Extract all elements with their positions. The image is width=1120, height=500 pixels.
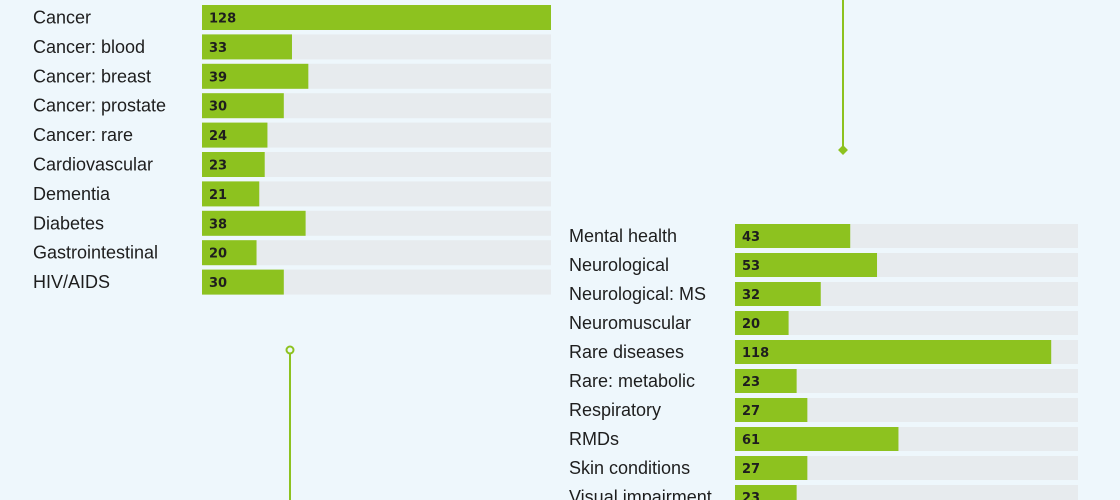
value-label: 23 xyxy=(742,375,760,390)
value-label: 53 xyxy=(742,259,760,274)
category-label: Neurological xyxy=(569,255,669,275)
category-label: Cancer: blood xyxy=(33,37,145,57)
bar-row-cancer: Cancer 128 xyxy=(33,5,551,30)
connectors xyxy=(285,0,848,500)
category-label: Dementia xyxy=(33,184,111,204)
bar-row-neurological: Neurological 53 xyxy=(569,253,1078,277)
bar-row-neurological-ms: Neurological: MS 32 xyxy=(569,282,1078,306)
bar xyxy=(202,122,268,148)
category-label: Skin conditions xyxy=(569,458,690,478)
value-label: 23 xyxy=(209,159,227,174)
category-label: HIV/AIDS xyxy=(33,272,110,292)
value-label: 43 xyxy=(742,230,760,245)
bar-chart-left: Cancer 128 Cancer: blood 33 Cancer: breast 39… xyxy=(33,5,551,295)
bar xyxy=(202,181,260,207)
category-label: Visual impairment xyxy=(569,487,712,500)
bar xyxy=(202,63,309,89)
value-label: 38 xyxy=(209,217,227,232)
value-label: 32 xyxy=(742,288,760,303)
bar xyxy=(202,269,284,295)
bar-row-gastrointestinal: Gastrointestinal 20 xyxy=(33,240,551,266)
bar-track xyxy=(735,485,1078,500)
bar xyxy=(735,427,899,451)
category-label: Rare: metabolic xyxy=(569,371,695,391)
bar xyxy=(202,152,265,177)
bar-row-hiv-aids: HIV/AIDS 30 xyxy=(33,269,551,295)
category-label: Gastrointestinal xyxy=(33,243,158,263)
bar xyxy=(735,398,808,422)
value-label: 30 xyxy=(209,276,227,291)
bar-row-visual-impairment: Visual impairment 23 xyxy=(569,485,1078,500)
category-label: Neuromuscular xyxy=(569,313,691,333)
value-label: 30 xyxy=(209,100,227,115)
bar-row-skin-conditions: Skin conditions 27 xyxy=(569,456,1078,480)
value-label: 27 xyxy=(742,404,760,419)
category-label: Cancer: breast xyxy=(33,66,151,86)
value-label: 23 xyxy=(742,491,760,500)
bar-row-mental-health: Mental health 43 xyxy=(569,224,1078,248)
value-label: 20 xyxy=(209,247,227,262)
category-label: Rare diseases xyxy=(569,342,684,362)
value-label: 61 xyxy=(742,433,760,448)
bar xyxy=(735,340,1052,364)
category-label: RMDs xyxy=(569,429,619,449)
bar xyxy=(735,369,797,393)
category-label: Cancer xyxy=(33,8,91,28)
value-label: 21 xyxy=(209,188,227,203)
value-label: 24 xyxy=(209,129,227,144)
bar-row-rmds: RMDs 61 xyxy=(569,427,1078,451)
value-label: 39 xyxy=(209,70,227,85)
bar xyxy=(735,311,789,335)
bar xyxy=(735,485,797,500)
category-label: Cancer: rare xyxy=(33,125,133,145)
bar-row-cancer-breast: Cancer: breast 39 xyxy=(33,63,551,89)
bar-row-cancer-blood: Cancer: blood 33 xyxy=(33,34,551,60)
bar xyxy=(202,5,551,30)
value-label: 27 xyxy=(742,462,760,477)
bar-track xyxy=(202,240,551,266)
bar-row-diabetes: Diabetes 38 xyxy=(33,210,551,236)
bar-track xyxy=(735,311,1078,335)
bar-row-respiratory: Respiratory 27 xyxy=(569,398,1078,422)
bar xyxy=(735,456,808,480)
value-label: 33 xyxy=(209,41,227,56)
bar-row-dementia: Dementia 21 xyxy=(33,181,551,207)
bar-row-neuromuscular: Neuromuscular 20 xyxy=(569,311,1078,335)
value-label: 118 xyxy=(742,346,769,361)
bar-row-cardiovascular: Cardiovascular 23 xyxy=(33,152,551,177)
connector-dot-top xyxy=(838,145,848,155)
category-label: Respiratory xyxy=(569,400,661,420)
bar-row-cancer-rare: Cancer: rare 24 xyxy=(33,122,551,148)
category-label: Cardiovascular xyxy=(33,155,153,175)
bar xyxy=(202,34,292,60)
bar xyxy=(735,253,878,277)
bar-row-rare-metabolic: Rare: metabolic 23 xyxy=(569,369,1078,393)
value-label: 20 xyxy=(742,317,760,332)
bar xyxy=(202,210,306,236)
connector-dot-bottom xyxy=(285,345,295,355)
bar-row-rare-diseases: Rare diseases 118 xyxy=(569,340,1078,364)
bar xyxy=(202,240,257,266)
category-label: Neurological: MS xyxy=(569,284,706,304)
bar xyxy=(735,224,851,248)
bar-track xyxy=(202,181,551,207)
bar xyxy=(735,282,821,306)
category-label: Cancer: prostate xyxy=(33,96,166,116)
category-label: Mental health xyxy=(569,226,677,246)
value-label: 128 xyxy=(209,12,236,27)
category-label: Diabetes xyxy=(33,213,104,233)
bar xyxy=(202,93,284,119)
bar-row-cancer-prostate: Cancer: prostate 30 xyxy=(33,93,551,119)
